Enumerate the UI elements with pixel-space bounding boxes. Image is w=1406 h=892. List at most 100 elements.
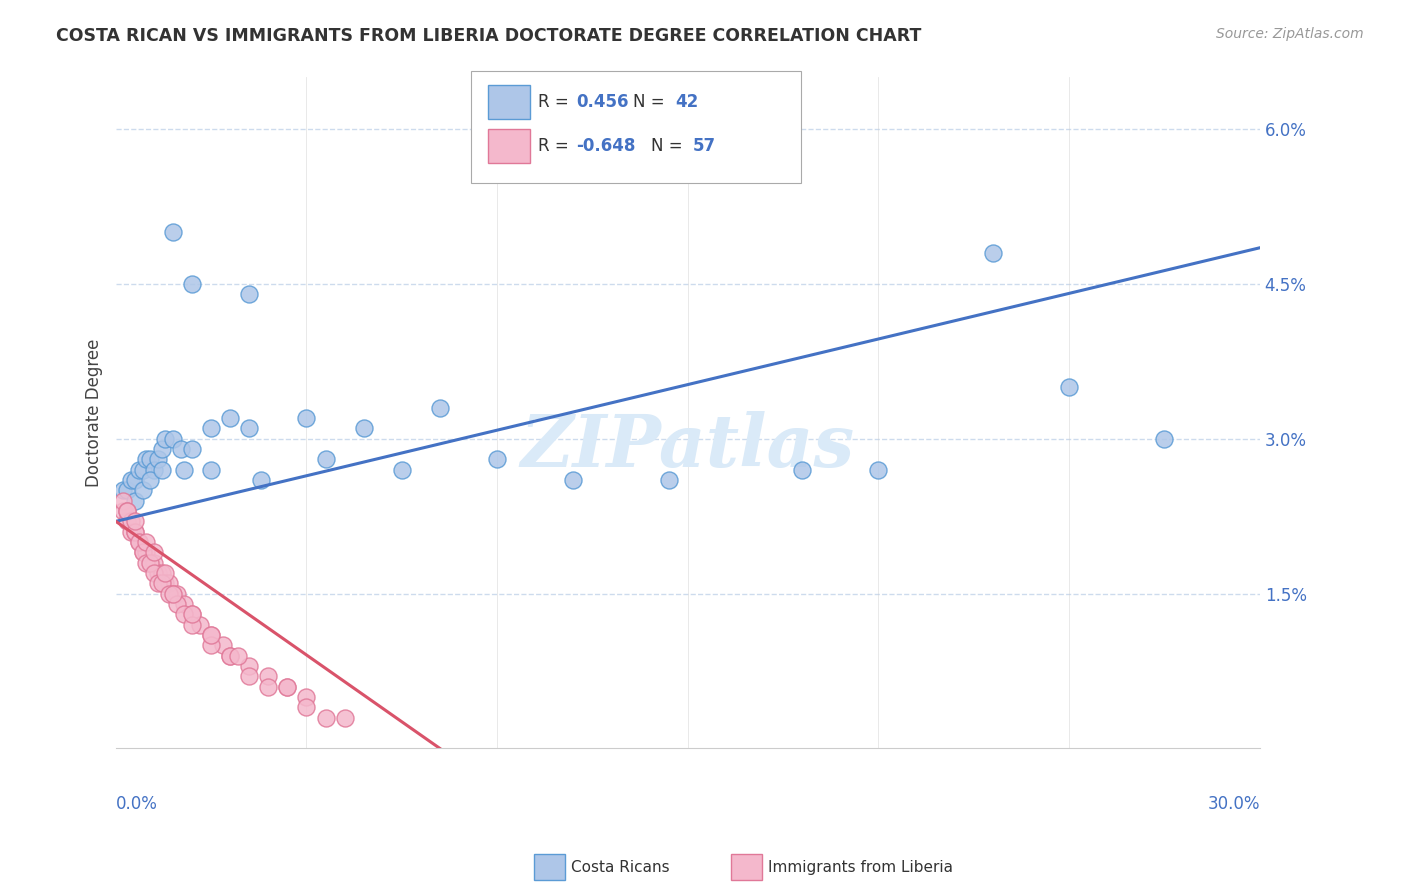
Point [143,556,166,570]
Text: 0.0%: 0.0% [115,796,157,814]
Point [131,545,153,559]
Point [792,463,814,477]
Point [211,638,233,652]
Point [486,452,509,467]
Point [981,246,1004,260]
Point [181,617,204,632]
Text: COSTA RICAN VS IMMIGRANTS FROM LIBERIA DOCTORATE DEGREE CORRELATION CHART: COSTA RICAN VS IMMIGRANTS FROM LIBERIA D… [56,27,921,45]
Point [155,576,177,591]
Point [139,556,162,570]
Point [200,638,222,652]
Point [181,277,204,291]
Point [219,411,242,425]
Text: -0.648: -0.648 [576,137,636,155]
Text: N =: N = [633,93,669,111]
Point [131,545,153,559]
Point [181,442,204,456]
Point [128,535,150,549]
Text: N =: N = [651,137,688,155]
Text: 57: 57 [693,137,716,155]
Point [562,473,585,487]
Point [124,514,146,528]
Point [295,411,318,425]
Point [124,524,146,539]
Point [200,628,222,642]
Point [135,556,157,570]
Point [391,463,413,477]
Point [200,463,222,477]
Point [315,452,337,467]
Point [166,586,188,600]
Point [238,669,260,683]
Point [150,566,173,580]
Point [249,473,271,487]
Point [162,586,184,600]
Point [135,535,157,549]
Point [117,504,139,518]
Point [162,432,184,446]
Point [658,473,681,487]
Point [181,607,204,622]
Point [131,483,153,498]
Point [150,442,173,456]
Text: 42: 42 [675,93,699,111]
Point [166,597,188,611]
Point [226,648,249,663]
Point [353,421,375,435]
Point [131,463,153,477]
Point [117,514,139,528]
Point [117,504,139,518]
Point [276,680,298,694]
Point [173,607,195,622]
Text: R =: R = [538,93,575,111]
Point [146,576,169,591]
Point [124,524,146,539]
Point [143,566,166,580]
Point [238,287,260,301]
Point [155,566,177,580]
Point [112,483,135,498]
Point [112,493,135,508]
Point [120,473,142,487]
Point [181,607,204,622]
Text: Costa Ricans: Costa Ricans [571,860,669,874]
Point [135,545,157,559]
Point [112,504,135,518]
Point [200,628,222,642]
Text: Source: ZipAtlas.com: Source: ZipAtlas.com [1216,27,1364,41]
Point [150,576,173,591]
Point [128,463,150,477]
Y-axis label: Doctorate Degree: Doctorate Degree [86,339,103,487]
Point [333,710,356,724]
Point [146,452,169,467]
Point [117,483,139,498]
Point [139,556,162,570]
Point [1153,432,1175,446]
Point [295,690,318,704]
Point [169,442,191,456]
Point [238,421,260,435]
Point [157,576,180,591]
Point [1057,380,1080,394]
Point [120,514,142,528]
Text: 0.456: 0.456 [576,93,628,111]
Point [139,452,162,467]
Point [162,586,184,600]
Text: R =: R = [538,137,575,155]
Point [155,432,177,446]
Text: 30.0%: 30.0% [1208,796,1260,814]
Point [146,566,169,580]
Point [219,648,242,663]
Point [117,504,139,518]
Point [200,421,222,435]
Point [162,225,184,239]
Point [276,680,298,694]
Text: ZIPatlas: ZIPatlas [520,411,855,482]
Point [135,452,157,467]
Point [315,710,337,724]
Point [143,463,166,477]
Point [173,463,195,477]
Point [257,669,280,683]
Point [238,659,260,673]
Point [124,473,146,487]
